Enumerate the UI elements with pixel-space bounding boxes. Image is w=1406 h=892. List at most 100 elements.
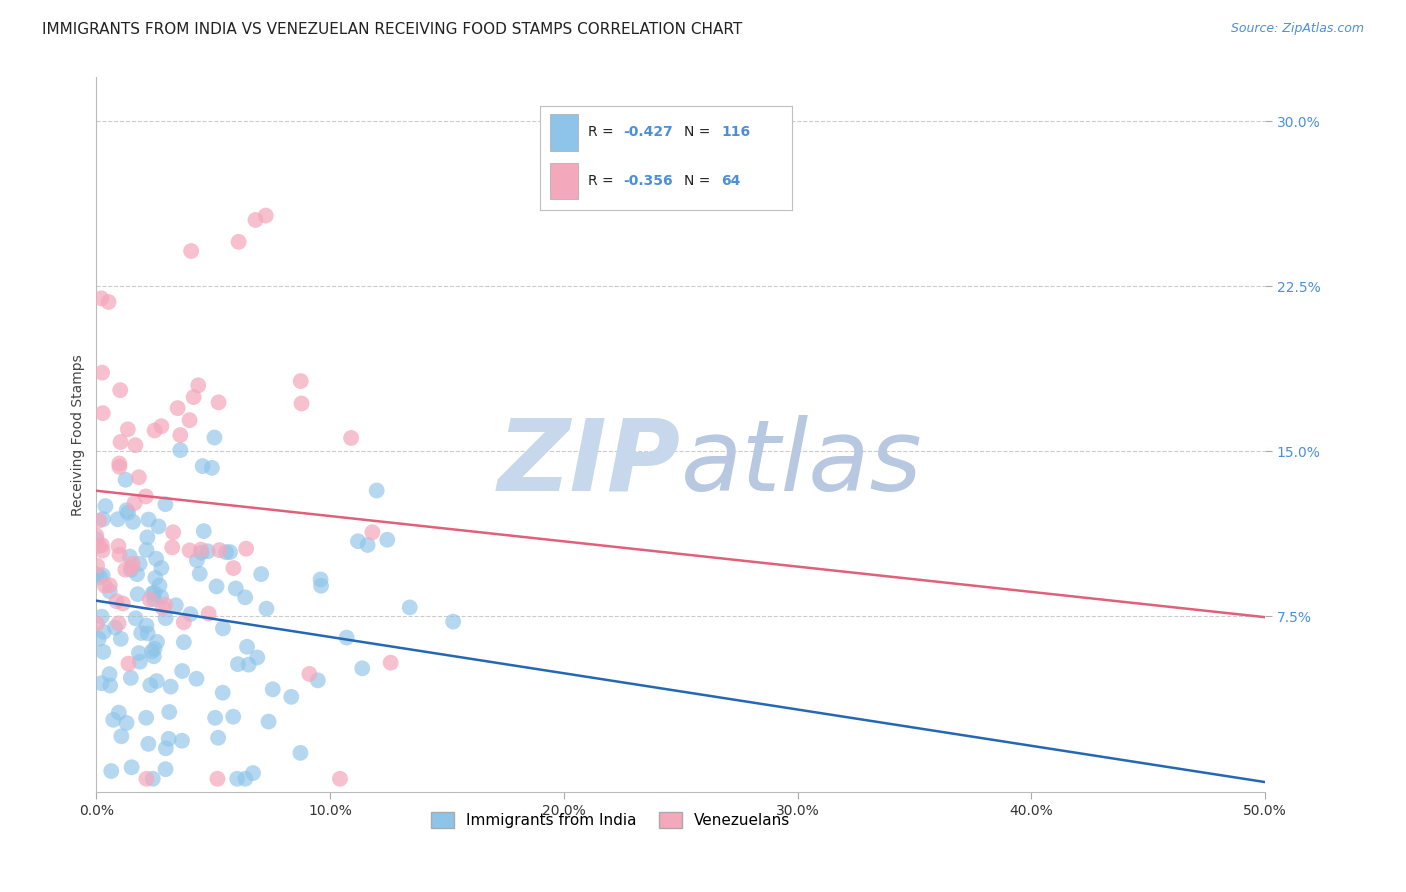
Point — [143, 641, 166, 656]
Point — [86, 567, 108, 582]
Point — [238, 657, 260, 672]
Point — [170, 733, 193, 747]
Point — [150, 590, 173, 604]
Point — [169, 428, 191, 442]
Point — [86, 529, 108, 543]
Point — [250, 567, 273, 582]
Point — [117, 422, 139, 436]
Point — [91, 406, 114, 420]
Point — [105, 594, 128, 608]
Point — [183, 390, 205, 404]
Point — [153, 598, 176, 612]
Point — [117, 657, 139, 671]
Text: ZIP: ZIP — [498, 415, 681, 512]
Point — [172, 664, 194, 678]
Point — [173, 635, 195, 649]
Point — [150, 561, 173, 575]
Point — [352, 661, 374, 675]
Point — [242, 766, 264, 780]
Point — [236, 640, 259, 654]
Point — [108, 457, 131, 471]
Point — [228, 235, 250, 249]
Point — [290, 374, 312, 388]
Point — [114, 473, 136, 487]
Point — [146, 635, 169, 649]
Point — [94, 579, 117, 593]
Point — [155, 762, 177, 776]
Point — [157, 731, 180, 746]
Point — [233, 772, 256, 786]
Point — [115, 503, 138, 517]
Point — [162, 541, 184, 555]
Point — [87, 514, 110, 528]
Point — [148, 519, 170, 533]
Point — [120, 671, 142, 685]
Point — [91, 568, 114, 582]
Point — [262, 682, 284, 697]
Point — [197, 544, 219, 558]
Point — [336, 631, 359, 645]
Legend: Immigrants from India, Venezuelans: Immigrants from India, Venezuelans — [425, 806, 797, 834]
Point — [98, 679, 121, 693]
Point — [226, 657, 249, 672]
Point — [107, 706, 129, 720]
Point — [208, 543, 231, 558]
Point — [107, 616, 129, 631]
Point — [107, 512, 129, 526]
Point — [211, 686, 233, 700]
Point — [135, 711, 157, 725]
Point — [347, 534, 370, 549]
Point — [117, 506, 139, 520]
Point — [125, 567, 148, 582]
Point — [107, 539, 129, 553]
Point — [121, 557, 143, 571]
Point — [190, 542, 212, 557]
Point — [136, 530, 159, 544]
Point — [186, 672, 208, 686]
Point — [309, 579, 332, 593]
Point — [257, 714, 280, 729]
Point — [91, 366, 114, 380]
Point — [143, 424, 166, 438]
Point — [233, 591, 256, 605]
Point — [118, 549, 141, 564]
Point — [193, 524, 215, 538]
Point — [380, 656, 402, 670]
Point — [187, 378, 209, 392]
Point — [120, 563, 142, 577]
Point — [114, 563, 136, 577]
Point — [125, 611, 148, 625]
Text: Source: ZipAtlas.com: Source: ZipAtlas.com — [1230, 22, 1364, 36]
Point — [93, 624, 115, 639]
Point — [91, 512, 114, 526]
Point — [110, 435, 132, 450]
Point — [159, 680, 181, 694]
Point — [207, 731, 229, 745]
Point — [127, 587, 149, 601]
Point — [157, 705, 180, 719]
Point — [309, 573, 332, 587]
Point — [162, 525, 184, 540]
Point — [246, 650, 269, 665]
Point — [307, 673, 329, 688]
Point — [143, 571, 166, 585]
Point — [93, 645, 115, 659]
Point — [98, 578, 121, 592]
Point — [94, 499, 117, 513]
Point — [356, 538, 378, 552]
Point — [90, 291, 112, 305]
Point — [361, 525, 384, 540]
Point — [141, 644, 163, 658]
Point — [124, 438, 146, 452]
Point — [204, 430, 226, 444]
Point — [143, 592, 166, 607]
Point — [135, 618, 157, 632]
Point — [108, 459, 131, 474]
Point — [204, 711, 226, 725]
Point — [97, 295, 120, 310]
Point — [173, 615, 195, 630]
Point — [128, 470, 150, 484]
Point — [104, 621, 127, 635]
Point — [340, 431, 363, 445]
Point — [375, 533, 398, 547]
